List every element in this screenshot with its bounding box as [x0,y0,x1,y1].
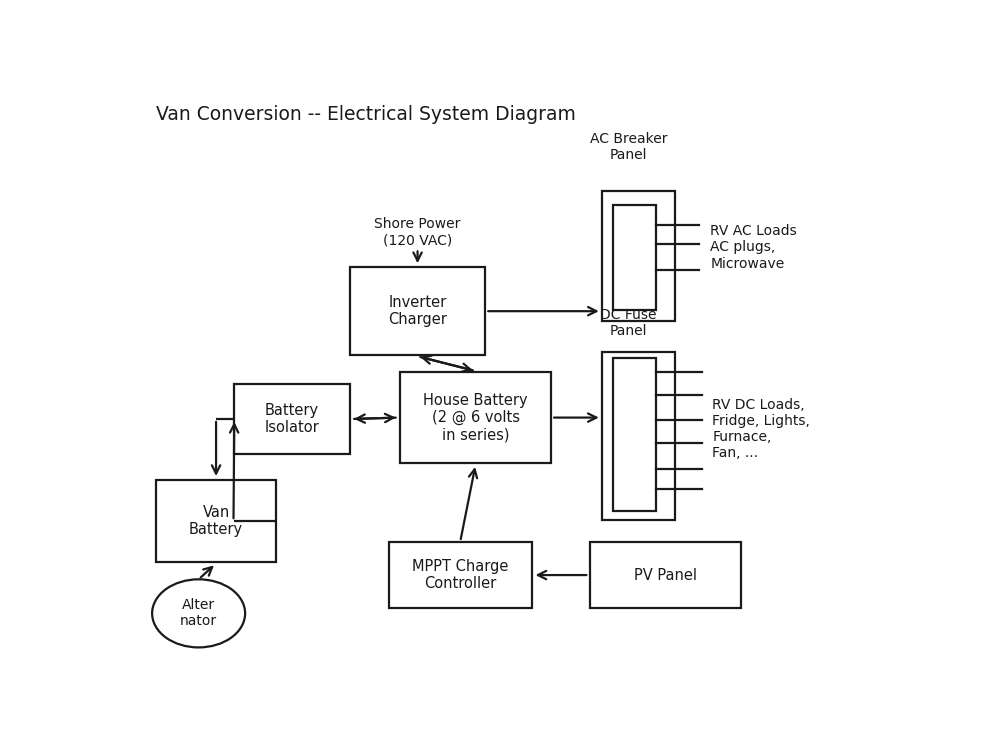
Bar [602,191,675,321]
Text: Van Conversion -- Electrical System Diagram: Van Conversion -- Electrical System Diag… [156,105,576,125]
Text: PV Panel: PV Panel [634,567,697,582]
Bar [613,205,656,310]
Bar [400,372,551,463]
Text: House Battery
(2 @ 6 volts
in series): House Battery (2 @ 6 volts in series) [423,393,528,443]
Bar [388,542,532,608]
Text: Van
Battery: Van Battery [189,505,243,537]
Text: MPPT Charge
Controller: MPPT Charge Controller [412,559,508,591]
Text: RV AC Loads
AC plugs,
Microwave: RV AC Loads AC plugs, Microwave [710,224,797,270]
Text: DC Fuse
Panel: DC Fuse Panel [600,308,657,338]
Text: Battery
Isolator: Battery Isolator [264,403,319,436]
Text: Alter
nator: Alter nator [180,598,217,629]
Bar [590,542,741,608]
Text: AC Breaker
Panel: AC Breaker Panel [590,132,668,162]
Bar [602,352,675,520]
Text: Shore Power
(120 VAC): Shore Power (120 VAC) [374,217,460,248]
Ellipse shape [152,579,245,647]
Text: Inverter
Charger: Inverter Charger [388,295,447,327]
Bar [156,480,276,562]
Bar [613,358,656,511]
Text: RV DC Loads,
Fridge, Lights,
Furnace,
Fan, ...: RV DC Loads, Fridge, Lights, Furnace, Fa… [712,398,810,460]
Bar [234,383,350,455]
Bar [350,268,485,355]
